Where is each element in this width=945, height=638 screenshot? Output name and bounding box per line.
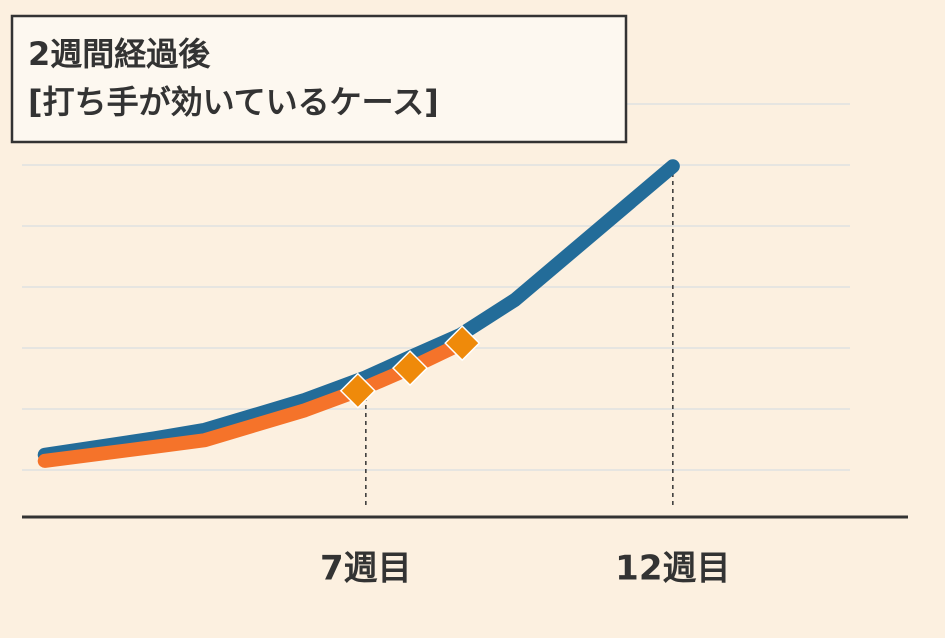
plot-area: 7週目 12週目: [22, 103, 908, 589]
line: [37, 159, 680, 462]
marker: [444, 325, 481, 362]
chart-title: 2週間経過後: [28, 35, 211, 73]
marker: [339, 372, 376, 409]
chart-subtitle: [打ち手が効いているケース]: [28, 83, 439, 121]
title-box: [10, 14, 628, 144]
marker: [391, 350, 429, 387]
x-tick-label: 7週目: [320, 549, 412, 589]
x-tick-label: 12週目: [615, 549, 730, 589]
